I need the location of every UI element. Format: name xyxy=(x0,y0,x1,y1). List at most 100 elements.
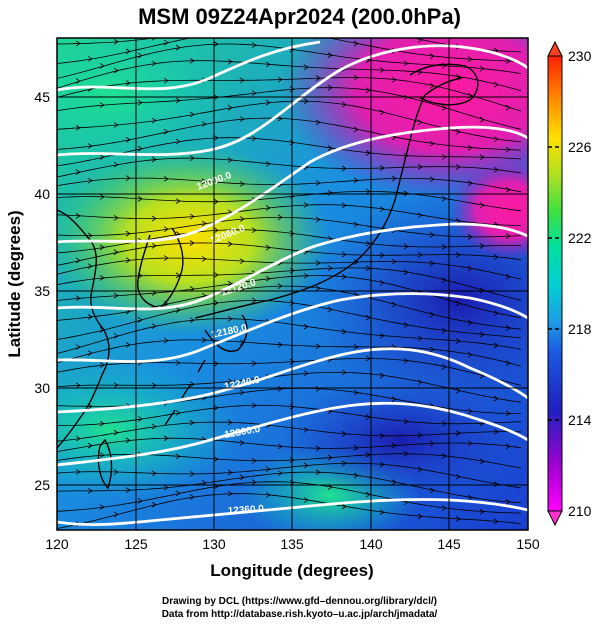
streamline-arrow xyxy=(113,249,119,256)
streamline-arrow xyxy=(99,452,105,459)
streamline-arrow xyxy=(505,325,511,331)
x-axis-label: Longitude (degrees) xyxy=(210,561,373,580)
streamline-arrow xyxy=(75,344,81,351)
streamline-arrow xyxy=(303,64,309,71)
streamline-arrow xyxy=(467,494,473,501)
streamline-arrow xyxy=(213,227,219,234)
streamline-arrow xyxy=(493,518,499,525)
streamline-arrow xyxy=(278,29,282,34)
streamline-arrow xyxy=(151,423,157,430)
streamline-arrow xyxy=(277,214,283,221)
streamline-arrow xyxy=(227,104,233,111)
streamline xyxy=(57,77,522,112)
streamline xyxy=(57,437,522,452)
streamline-arrow xyxy=(163,226,169,232)
streamline-arrow xyxy=(467,180,473,187)
streamline-arrow xyxy=(289,300,295,306)
streamline-arrow xyxy=(163,39,169,46)
streamline-arrow xyxy=(75,469,81,475)
streamline-arrow xyxy=(327,145,333,151)
streamline-arrow xyxy=(227,157,233,163)
streamline-arrow xyxy=(493,481,499,488)
streamline-arrow xyxy=(87,56,93,62)
streamline-arrow xyxy=(365,87,371,94)
streamline-arrow xyxy=(87,263,93,270)
streamline-arrow xyxy=(189,213,195,220)
streamline-arrow xyxy=(190,29,194,34)
streamline-arrow xyxy=(341,101,347,108)
streamline-arrow xyxy=(417,466,423,473)
streamline-arrow xyxy=(151,323,157,330)
streamline xyxy=(57,275,522,319)
streamline-arrow xyxy=(189,494,195,500)
colorbar-tick-label: 210 xyxy=(568,503,592,519)
streamline-arrow xyxy=(125,230,131,237)
streamline-arrow xyxy=(251,42,257,49)
streamline-arrow xyxy=(441,327,447,334)
streamline-arrow xyxy=(505,58,511,64)
streamline-arrow xyxy=(113,122,119,128)
streamline-arrow xyxy=(99,63,105,69)
streamline xyxy=(57,471,522,504)
streamline-arrow xyxy=(365,150,371,156)
streamline-arrow xyxy=(151,60,157,67)
streamline-arrow xyxy=(455,473,461,480)
streamline-arrow xyxy=(125,342,131,348)
streamline-arrow xyxy=(403,60,409,67)
streamline-arrow xyxy=(201,178,207,185)
streamline-arrow xyxy=(467,440,473,447)
streamline-arrow xyxy=(353,74,359,81)
streamline-arrow xyxy=(429,346,435,353)
streamline xyxy=(57,191,522,212)
streamline-arrow xyxy=(417,513,423,520)
streamline xyxy=(57,358,522,386)
streamline-arrow xyxy=(277,283,283,289)
plot-frame xyxy=(56,37,529,531)
y-tick-label: 30 xyxy=(34,380,50,396)
streamline-arrow xyxy=(303,202,309,208)
streamline-arrow xyxy=(303,272,309,279)
streamline-arrow xyxy=(365,451,371,458)
streamline-arrow xyxy=(251,402,257,409)
streamline-arrow xyxy=(113,333,119,339)
streamline-arrow xyxy=(213,404,219,411)
streamline-arrow xyxy=(342,22,346,27)
streamline-arrow xyxy=(201,337,207,343)
streamline-arrow xyxy=(417,432,423,438)
streamline-arrow xyxy=(75,78,81,84)
streamline-arrow xyxy=(189,240,195,246)
taiwan-coastline xyxy=(97,438,113,490)
streamline-arrow xyxy=(151,470,157,477)
streamline-arrow xyxy=(251,360,257,367)
streamline-arrow xyxy=(99,362,105,368)
streamline-arrow xyxy=(289,457,295,463)
streamline-arrow xyxy=(277,470,283,476)
streamline-arrow xyxy=(379,279,385,286)
streamline-arrow xyxy=(493,310,499,317)
streamline-arrow xyxy=(455,430,461,436)
y-axis-ticks: 45 40 35 30 25 xyxy=(34,89,50,493)
streamline-arrow xyxy=(202,38,203,39)
lat-lon-grid xyxy=(57,38,528,530)
streamline-arrow xyxy=(467,351,473,358)
streamline-arrow xyxy=(213,41,219,47)
streamline-arrow xyxy=(353,444,359,451)
streamline-arrow xyxy=(441,453,447,459)
streamline-arrow xyxy=(479,508,485,515)
streamline-arrow xyxy=(87,488,93,494)
streamline-arrow xyxy=(75,169,81,175)
streamline-arrow xyxy=(75,124,81,131)
streamline-arrow xyxy=(137,196,143,202)
streamline-arrow xyxy=(227,378,233,385)
streamline-arrow xyxy=(505,443,511,450)
streamline-arrow xyxy=(403,450,409,457)
streamline-arrow xyxy=(479,116,485,123)
streamline-arrow xyxy=(417,164,423,170)
streamline-arrow xyxy=(505,233,511,239)
streamline-arrow xyxy=(429,232,435,238)
streamline-arrow xyxy=(467,234,473,240)
streamline-arrow xyxy=(417,335,423,342)
streamline-arrow xyxy=(467,56,473,63)
streamline-arrow xyxy=(113,215,119,221)
contour-12420 xyxy=(57,498,528,527)
